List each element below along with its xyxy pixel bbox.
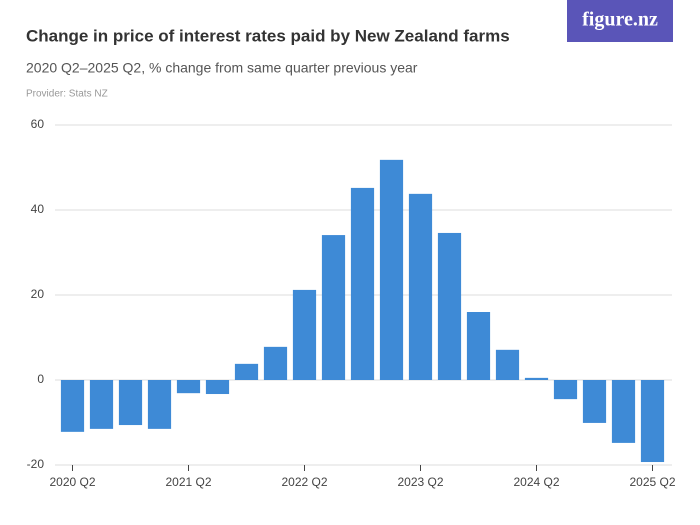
bar	[118, 380, 143, 426]
bar	[89, 380, 114, 429]
bar	[495, 349, 520, 380]
bar	[147, 380, 172, 429]
bar	[611, 380, 636, 443]
bar	[553, 380, 578, 400]
bar	[437, 232, 462, 380]
provider: Provider: Stats NZ	[26, 89, 108, 100]
bar	[350, 187, 375, 380]
x-tick-label: 2024 Q2	[513, 475, 559, 489]
y-tick-label: -20	[27, 457, 45, 471]
bar	[466, 312, 491, 380]
bar	[176, 380, 201, 394]
logo: figure.nz	[582, 9, 658, 31]
y-tick-label: 20	[31, 287, 45, 301]
x-tick-label: 2025 Q2	[629, 475, 675, 489]
y-tick-label: 60	[31, 117, 45, 131]
x-tick-label: 2020 Q2	[49, 475, 95, 489]
bar	[408, 193, 433, 380]
x-tick-label: 2022 Q2	[281, 475, 327, 489]
y-tick-label: 40	[31, 202, 45, 216]
bar	[640, 380, 665, 463]
x-tick-label: 2023 Q2	[397, 475, 443, 489]
chart-subtitle: 2020 Q2–2025 Q2, % change from same quar…	[26, 60, 418, 76]
bar	[524, 377, 549, 380]
bar	[234, 363, 259, 380]
bar	[205, 380, 230, 395]
bar	[60, 380, 85, 432]
chart-title: Change in price of interest rates paid b…	[26, 26, 510, 45]
bar	[379, 159, 404, 380]
x-tick-label: 2021 Q2	[165, 475, 211, 489]
y-tick-label: 0	[37, 372, 44, 386]
bar	[292, 289, 317, 380]
bar	[582, 380, 607, 423]
bar	[263, 346, 288, 380]
bar	[321, 235, 346, 380]
logo-box	[567, 0, 673, 42]
